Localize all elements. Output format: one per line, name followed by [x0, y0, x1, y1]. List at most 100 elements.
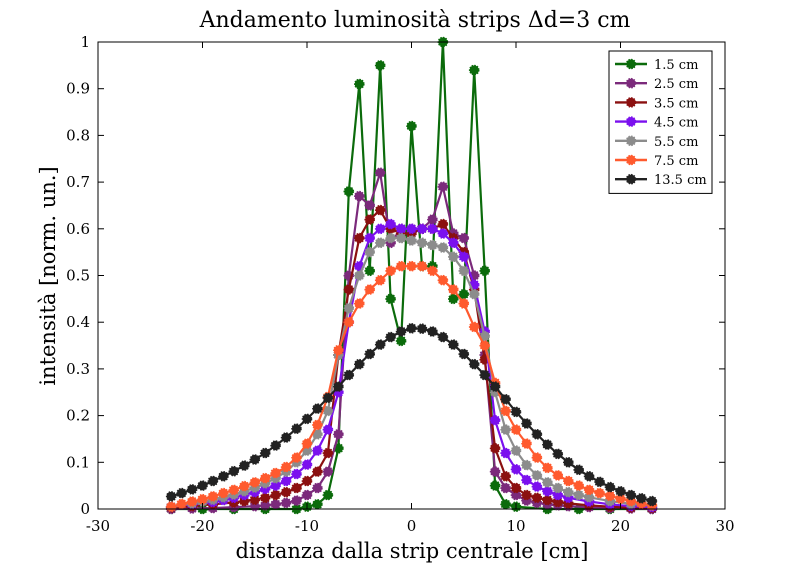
legend-marker	[625, 58, 637, 70]
data-point	[458, 348, 470, 360]
data-point	[406, 260, 417, 272]
data-point	[583, 470, 595, 482]
y-tick-label: 0.9	[66, 80, 90, 98]
data-point	[531, 452, 543, 463]
data-point	[563, 456, 574, 468]
data-point	[500, 405, 511, 417]
data-point	[280, 475, 292, 487]
y-tick-label: 0.3	[66, 360, 90, 378]
data-point	[552, 470, 564, 481]
data-point	[165, 501, 177, 513]
data-point	[447, 339, 459, 350]
data-point	[447, 284, 459, 295]
data-point	[500, 470, 511, 482]
data-point	[218, 487, 229, 499]
data-point	[385, 293, 396, 305]
y-tick-label: 0.7	[66, 173, 90, 191]
data-point	[583, 484, 595, 496]
data-point	[406, 223, 417, 235]
legend-item: 1.5 cm	[615, 58, 698, 73]
data-point	[364, 200, 376, 211]
data-point	[427, 223, 438, 235]
data-point	[447, 237, 459, 249]
y-axis-label: intensità [norm. un.]	[36, 166, 60, 385]
data-point	[312, 419, 323, 431]
y-tick-label: 0.4	[66, 313, 90, 331]
data-point	[468, 288, 480, 300]
data-point	[291, 495, 302, 506]
data-point	[385, 218, 396, 230]
x-tick-label: 20	[611, 517, 630, 535]
data-point	[437, 218, 449, 230]
data-point	[301, 413, 313, 425]
y-tick-label: 0.8	[66, 126, 90, 144]
data-point	[280, 432, 292, 443]
data-point	[353, 232, 365, 244]
legend-marker	[625, 116, 637, 127]
data-point	[510, 406, 522, 418]
data-point	[542, 439, 553, 450]
data-point	[500, 498, 511, 510]
data-point	[468, 64, 480, 76]
data-point	[406, 322, 417, 334]
data-point	[322, 489, 334, 501]
legend-label: 13.5 cm	[654, 173, 707, 188]
data-point	[406, 120, 417, 132]
data-point	[176, 498, 187, 510]
data-point	[374, 339, 386, 350]
y-tick-label: 0.1	[66, 453, 90, 471]
y-tick-label: 0.6	[66, 220, 90, 238]
legend-label: 1.5 cm	[654, 58, 698, 73]
data-point	[489, 381, 501, 392]
data-point	[583, 491, 595, 503]
data-point	[437, 331, 449, 343]
data-point	[322, 447, 334, 459]
data-point	[176, 487, 187, 499]
data-point	[238, 460, 250, 471]
data-point	[458, 298, 470, 309]
legend-label: 7.5 cm	[654, 154, 698, 169]
data-point	[437, 242, 449, 253]
data-point	[270, 480, 281, 491]
data-point	[238, 480, 250, 492]
legend-item: 13.5 cm	[615, 173, 707, 188]
data-point	[427, 239, 438, 251]
data-point	[458, 232, 470, 244]
data-point	[521, 474, 532, 486]
x-tick-label: -10	[295, 517, 319, 535]
data-point	[364, 284, 376, 295]
data-point	[353, 270, 365, 281]
data-point	[312, 445, 323, 456]
data-point	[479, 369, 491, 381]
legend-item: 3.5 cm	[615, 96, 698, 111]
data-point	[343, 369, 355, 381]
data-point	[343, 316, 355, 328]
data-point	[259, 492, 271, 504]
legend-marker	[625, 135, 637, 147]
legend-item: 2.5 cm	[615, 77, 698, 92]
legend-label: 5.5 cm	[654, 135, 698, 150]
data-point	[186, 496, 198, 507]
legend-marker	[625, 97, 637, 108]
data-point	[500, 482, 511, 494]
data-point	[312, 482, 323, 494]
x-tick-label: 30	[715, 517, 734, 535]
data-point	[333, 381, 344, 392]
data-point	[500, 447, 511, 459]
legend-label: 4.5 cm	[654, 116, 698, 131]
data-point	[353, 358, 365, 370]
data-point	[207, 491, 219, 502]
data-point	[521, 418, 532, 429]
data-point	[437, 274, 449, 286]
data-point	[395, 335, 407, 347]
data-point	[301, 459, 313, 470]
ticks-layer: -30 -20 -10 0 10 20 30 0 0.1 0.2 0.3 0.4 0.5 0.6 0.7 0.…	[66, 33, 734, 535]
data-point	[500, 424, 511, 435]
data-point	[280, 497, 292, 509]
data-point	[427, 326, 438, 337]
legend-label: 3.5 cm	[654, 96, 698, 111]
data-point	[573, 480, 585, 491]
data-point	[270, 467, 281, 479]
data-point	[249, 454, 261, 465]
data-point	[531, 481, 543, 492]
